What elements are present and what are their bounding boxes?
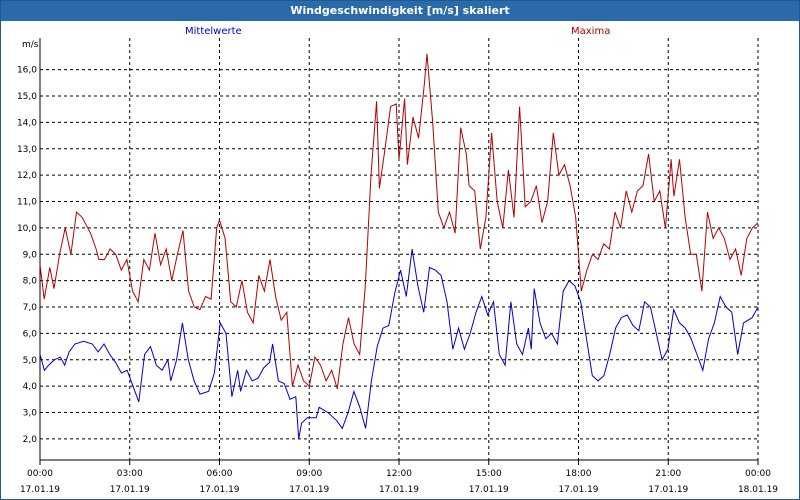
y-axis-unit-label: m/s	[22, 40, 39, 50]
x-tick-time: 06:00	[207, 469, 233, 479]
x-tick-time: 12:00	[386, 469, 412, 479]
y-tick-label: 7,0	[23, 303, 38, 313]
x-tick-date: 17.01.19	[469, 485, 509, 495]
legend-maxima: Maxima	[571, 26, 611, 37]
y-tick-label: 14,0	[17, 118, 37, 128]
x-tick-date: 18.01.19	[738, 485, 778, 495]
x-tick-date: 17.01.19	[289, 485, 329, 495]
y-tick-label: 8,0	[23, 277, 38, 287]
y-tick-label: 15,0	[17, 92, 37, 102]
y-tick-label: 2,0	[23, 435, 38, 445]
y-tick-label: 9,0	[23, 250, 38, 260]
x-tick-time: 21:00	[655, 469, 681, 479]
y-tick-label: 10,0	[17, 224, 37, 234]
x-tick-date: 17.01.19	[20, 485, 60, 495]
x-tick-date: 17.01.19	[110, 485, 150, 495]
x-tick-time: 15:00	[476, 469, 502, 479]
x-tick-time: 00:00	[27, 469, 53, 479]
x-tick-date: 17.01.19	[379, 485, 419, 495]
y-tick-label: 16,0	[17, 66, 37, 76]
x-tick-time: 18:00	[566, 469, 592, 479]
x-tick-time: 03:00	[117, 469, 143, 479]
y-tick-label: 5,0	[23, 356, 38, 366]
y-tick-label: 4,0	[23, 382, 38, 392]
x-tick-date: 17.01.19	[199, 485, 239, 495]
y-tick-label: 6,0	[23, 329, 38, 339]
y-tick-label: 13,0	[17, 145, 37, 155]
y-tick-label: 3,0	[23, 409, 38, 419]
x-tick-date: 17.01.19	[648, 485, 688, 495]
x-tick-time: 09:00	[296, 469, 322, 479]
x-tick-date: 17.01.19	[558, 485, 598, 495]
series-line-mittelwerte	[39, 248, 759, 439]
x-tick-time: 00:00	[745, 469, 771, 479]
chart-title: Windgeschwindigkeit [m/s] skaliert	[1, 1, 799, 21]
legend-mittelwerte: Mittelwerte	[185, 26, 242, 37]
series-line-maxima	[39, 53, 759, 389]
y-tick-label: 12,0	[17, 171, 37, 181]
y-tick-label: 11,0	[17, 198, 37, 208]
